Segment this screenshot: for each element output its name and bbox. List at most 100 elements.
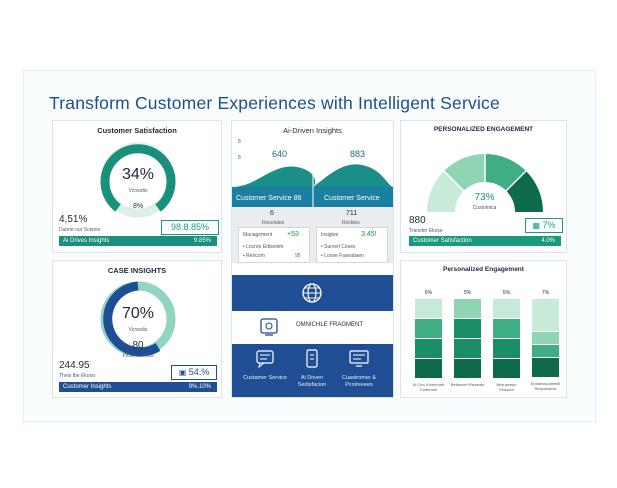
axis-top: 8: [238, 139, 241, 145]
bar-value: 4.0%: [541, 238, 555, 244]
left-row-label: Management: [243, 232, 273, 238]
stat-sub: Dunne our Scenes: [59, 227, 101, 233]
left-item-2: • Rericom: [243, 253, 265, 259]
stat-sub: Theis Ibe Ekooo: [59, 373, 96, 379]
column-top-label: 6%: [424, 290, 433, 296]
insight-bar: Customer Satisfaction 4.0%: [409, 236, 561, 246]
right-row-label: Insigtes: [321, 232, 339, 238]
left-big: 6: [270, 210, 274, 217]
left-num: 640: [272, 149, 288, 159]
channel-label-2: Ai Driven Sedisfacion: [297, 375, 327, 388]
right-item-1: • Surverl Ceses: [321, 244, 356, 250]
box-value: 54.%: [188, 367, 210, 377]
bar-segment: [415, 299, 442, 318]
stat-sub: Transfer Ekose: [409, 228, 443, 234]
column-bottom-label: Befeeseb Rieseals: [450, 382, 485, 387]
stat-value: 244.95: [59, 360, 90, 371]
bar-segment: [532, 345, 559, 357]
stat-box: ▦ 7%: [525, 218, 563, 233]
column-top-label: 5%: [463, 290, 472, 296]
channel-label-1: Custamer Service: [243, 375, 287, 381]
customer-satisfaction-card: Customer Satisfaction 34% Vcnsolts 8% 4,…: [52, 120, 222, 253]
bar-value: 9%.10%: [188, 384, 211, 390]
left-big-sub: Rocelutes: [262, 220, 285, 226]
gauge-num: 80: [132, 340, 144, 351]
stat-box: 98.8.85%: [161, 220, 219, 235]
right-item-2: • Loose Faseatiaen: [321, 253, 364, 259]
card-title: PERSONALIZED ENGAGEMENT: [433, 126, 534, 133]
column-top-label: 7%: [541, 290, 550, 296]
box-value: 7%: [542, 220, 556, 230]
monitor-icon: [349, 350, 369, 367]
channel-label-3: Cuastromer & Pcoireeees: [342, 375, 376, 388]
axis-mid: 8: [238, 155, 241, 161]
phone-icon: [306, 349, 318, 368]
card-title: Personalized Engagement: [443, 266, 524, 273]
bar-segment: [532, 299, 559, 331]
right-big-sub: Rockles: [342, 220, 360, 226]
insight-bar: Ai Drives Insights 9.85%: [59, 236, 217, 246]
case-gauge: [100, 281, 176, 357]
shield-icon: [260, 318, 278, 336]
column-bottom-label: Besuseeon Feisuea: [496, 382, 517, 392]
personalized-engagement-card: PERSONALIZED ENGAGEMENT 73% Customica 88…: [400, 120, 567, 253]
insight-bar: Customer Insights 9%.10%: [59, 382, 217, 392]
bar-segment: [493, 299, 520, 318]
stat-value: 4,51%: [59, 214, 88, 225]
right-num: 883: [350, 149, 366, 159]
left-band: Customer Service 86: [236, 195, 302, 202]
omni-label: OMNICHLE FRAGMENT: [296, 322, 364, 328]
bar-segment: [415, 359, 442, 378]
bar-segment: [493, 359, 520, 378]
gauge-value: 73%: [474, 192, 495, 203]
column-bottom-label: Al Ceo Komeomb Cuatemel: [412, 382, 445, 392]
bar-segment: [454, 339, 481, 358]
stat-value: 880: [409, 215, 426, 226]
bar-segment: [532, 332, 559, 344]
column-bottom-label: Epiraecsuolerelll Responsess: [530, 381, 561, 391]
chart-icon: ▦: [532, 221, 541, 230]
stat-box: ▣ 54.%: [171, 365, 217, 380]
card-title: Ai-Driven Insights: [283, 126, 342, 135]
satisfaction-gauge: [100, 142, 176, 218]
left-mini-panel: Management +53 • Locnre Edisetien • Reri…: [238, 227, 310, 263]
case-insights-card: CASE INSIGHTS 70% Vcnsolts 80 Pictureall…: [52, 260, 222, 398]
ai-wave-chart: [232, 164, 393, 207]
page-title: Transform Customer Experiences with Inte…: [49, 93, 500, 113]
bar-segment: [415, 339, 442, 358]
bar-label: Customer Satisfaction: [413, 238, 472, 244]
right-band: Customer Service: [324, 195, 380, 202]
gauge-sub: Customica: [472, 205, 497, 211]
column-top-label: 5%: [502, 290, 511, 296]
gauge-sub: Vcnsolts: [128, 327, 148, 333]
gauge-value: 70%: [121, 305, 155, 322]
card-title: Customer Satisfaction: [97, 126, 177, 135]
bar-segment: [493, 319, 520, 338]
chat-icon: [256, 350, 274, 369]
lock-icon: ▣: [178, 368, 187, 377]
bar-segment: [454, 359, 481, 378]
right-mini-panel: Insigtes 3.45! • Surverl Ceses • Loose F…: [316, 227, 388, 263]
globe-icon: [302, 283, 322, 303]
right-big: 711: [346, 210, 358, 217]
bar-segment: [532, 358, 559, 377]
left-item-2-value: 95: [295, 253, 301, 259]
right-row-value: 3.45!: [361, 231, 377, 238]
bar-segment: [454, 299, 481, 318]
gauge-num-sub: Pictureall Ikus: [122, 353, 154, 359]
globe-banner: [232, 275, 393, 311]
engagement-bars-card: Personalized Engagement 6% Al Ceo Komeomb…: [400, 260, 567, 398]
bar-segment: [454, 319, 481, 338]
gauge-value: 34%: [121, 166, 155, 183]
bar-segment: [493, 339, 520, 358]
bar-value: 9.85%: [193, 238, 211, 244]
bar-label: Ai Drives Insights: [63, 238, 110, 244]
bar-label: Customer Insights: [63, 384, 112, 390]
channels-panel: Custamer Service Ai Driven Sedisfacion C…: [232, 344, 393, 397]
gauge-pct: 8%: [132, 203, 144, 210]
left-row-value: +53: [287, 231, 299, 238]
card-title: CASE INSIGHTS: [107, 266, 167, 275]
gauge-sub: Vcnsolts: [128, 188, 148, 194]
left-item-1: • Locnre Edisetien: [243, 244, 284, 250]
